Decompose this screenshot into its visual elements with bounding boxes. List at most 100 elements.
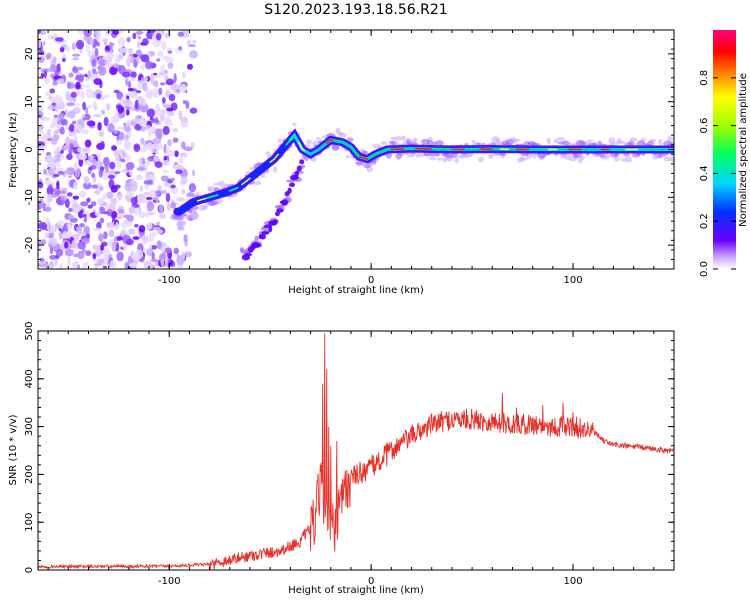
- noise-blob: [116, 104, 122, 109]
- ridge-halo: [586, 139, 593, 142]
- noise-blob: [92, 244, 98, 249]
- noise-blob: [123, 243, 128, 249]
- ridge-halo: [413, 137, 417, 142]
- colorbar: 0.00.20.40.60.8 Normalized spectral ampl…: [699, 30, 749, 277]
- noise-blob: [90, 165, 97, 169]
- noise-blob: [182, 250, 185, 260]
- noise-blob: [71, 261, 77, 268]
- noise-blob: [99, 169, 103, 177]
- noise-blob: [103, 266, 107, 269]
- noise-blob: [123, 99, 132, 106]
- noise-blob: [138, 36, 141, 40]
- ridge-halo-inner: [562, 140, 570, 145]
- noise-blob: [89, 155, 93, 161]
- noise-blob: [55, 103, 58, 112]
- ridge-halo: [514, 139, 520, 142]
- ridge-halo: [396, 136, 402, 142]
- ridge-halo: [255, 181, 262, 185]
- noise-blob: [60, 47, 64, 52]
- noise-blob: [165, 57, 173, 63]
- noise-blob: [67, 215, 74, 219]
- noise-blob: [129, 169, 133, 176]
- noise-blob: [152, 34, 155, 42]
- ridge-halo-inner: [210, 200, 218, 205]
- noise-blob: [104, 95, 110, 98]
- ridge-halo: [273, 167, 278, 173]
- noise-blob: [152, 252, 155, 260]
- noise-blob: [56, 249, 63, 257]
- noise-blob: [151, 80, 155, 85]
- ridge-halo: [468, 153, 474, 156]
- noise-blob: [66, 154, 73, 160]
- noise-blob: [77, 147, 83, 153]
- colorbar-tick-label: 0.8: [699, 70, 710, 86]
- noise-blob: [59, 112, 65, 119]
- noise-blob: [77, 242, 86, 250]
- noise-blob: [44, 155, 53, 162]
- noise-blob: [68, 110, 76, 118]
- noise-blob: [158, 88, 162, 96]
- noise-blob: [141, 235, 149, 244]
- noise-blob: [150, 232, 158, 237]
- noise-blob: [191, 142, 195, 148]
- noise-blob: [54, 159, 61, 162]
- noise-blob: [134, 145, 141, 152]
- noise-blob: [40, 258, 44, 262]
- colorbar-tick-label: 0.6: [699, 118, 710, 134]
- noise-blob: [93, 66, 99, 69]
- noise-blob: [73, 196, 80, 200]
- noise-blob: [68, 72, 73, 77]
- noise-blob: [128, 88, 134, 91]
- noise-blob: [56, 181, 60, 190]
- noise-blob: [133, 59, 137, 68]
- noise-blob: [47, 105, 55, 110]
- noise-blob: [99, 186, 104, 191]
- noise-blob: [97, 122, 102, 131]
- ridge-halo: [292, 123, 297, 127]
- noise-blob: [147, 92, 152, 100]
- noise-blob: [176, 89, 179, 92]
- noise-blob: [173, 138, 179, 143]
- noise-blob: [167, 62, 173, 69]
- noise-blob: [127, 56, 132, 59]
- noise-blob: [157, 50, 163, 56]
- noise-blob: [161, 190, 167, 195]
- noise-blob: [144, 180, 153, 185]
- noise-blob: [83, 176, 89, 182]
- noise-blob: [85, 84, 89, 88]
- noise-blob: [125, 120, 131, 127]
- noise-blob: [47, 222, 51, 232]
- noise-blob: [106, 103, 110, 111]
- noise-blob: [86, 213, 90, 219]
- noise-blob: [118, 216, 122, 220]
- noise-blob: [125, 126, 131, 133]
- noise-blob: [182, 72, 186, 79]
- noise-blob: [140, 137, 144, 144]
- ridge-halo: [316, 137, 321, 140]
- noise-blob: [109, 229, 114, 237]
- ridge-halo-inner: [356, 162, 364, 165]
- noise-blob: [147, 108, 155, 117]
- secondary-ridge-core: [281, 199, 288, 205]
- noise-blob: [73, 134, 77, 137]
- noise-blob: [127, 77, 135, 82]
- snr-x-tick-label: -100: [158, 576, 181, 587]
- noise-blob: [47, 194, 53, 203]
- noise-blob: [115, 171, 121, 174]
- noise-blob: [73, 57, 79, 60]
- ridge-halo: [521, 157, 528, 160]
- noise-blob: [53, 174, 59, 177]
- noise-blob: [118, 55, 123, 60]
- noise-blob: [185, 100, 189, 109]
- noise-blob: [100, 141, 105, 150]
- ridge-halo: [478, 157, 484, 163]
- noise-blob: [81, 129, 89, 134]
- spectrogram-y-tick-label: 10: [24, 95, 35, 108]
- noise-blob: [181, 176, 187, 185]
- noise-blob: [35, 246, 42, 250]
- noise-blob: [140, 198, 148, 204]
- noise-blob: [106, 191, 113, 199]
- noise-blob: [158, 109, 165, 114]
- noise-blob: [162, 160, 169, 166]
